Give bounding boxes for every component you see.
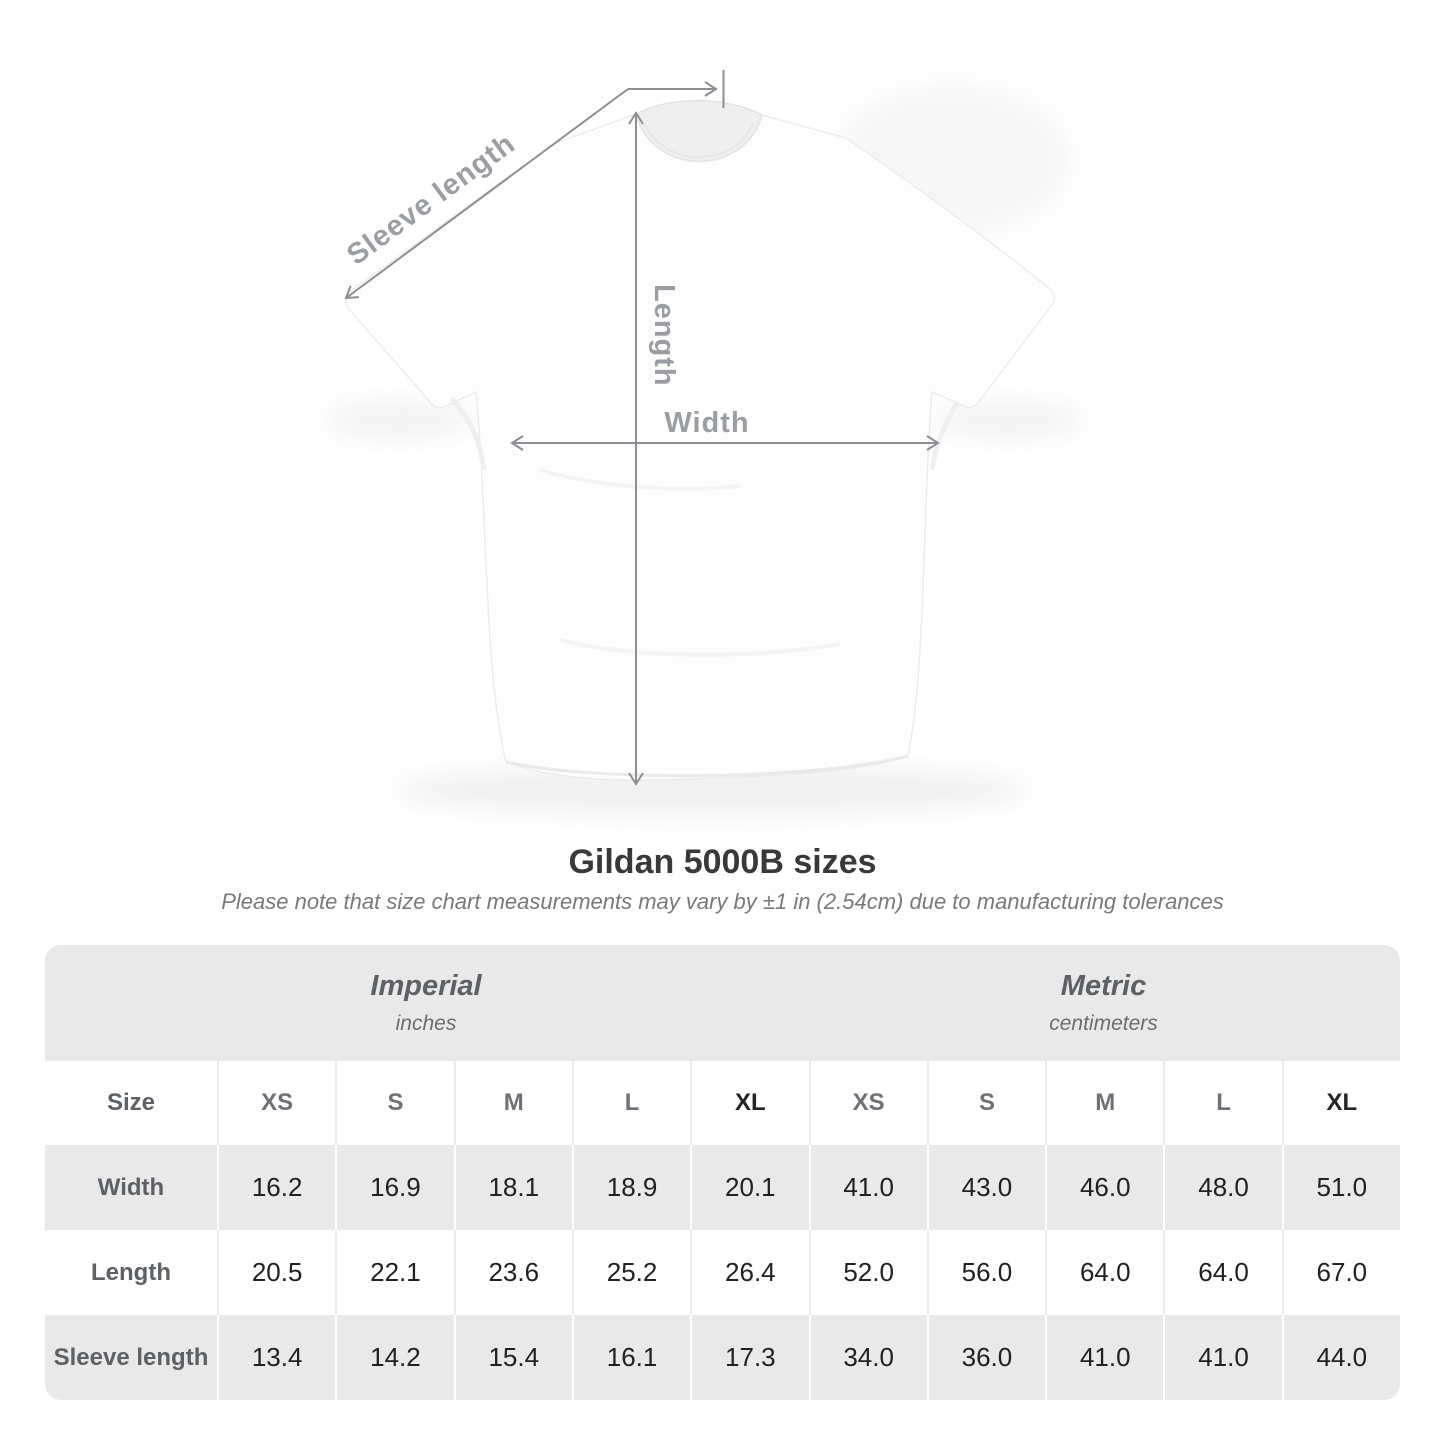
size-header-cell: M [453,1061,572,1145]
size-header-cell: XS [808,1061,927,1145]
tolerance-note: Please note that size chart measurements… [221,889,1224,914]
value-cell: 56.0 [926,1230,1045,1315]
unit-header-row: Imperial inches Metric centimeters [45,945,1400,1061]
size-header-row: Size XS S M L XL XS S M L XL [45,1061,1400,1145]
width-label: Width [664,407,749,439]
value-cell: 16.2 [217,1145,335,1230]
value-cell: 41.0 [1163,1315,1281,1400]
size-table: Imperial inches Metric centimeters Size … [45,945,1400,1400]
tshirt-measurement-diagram: Sleeve length Length Width [320,70,1086,816]
value-cell: 34.0 [808,1315,927,1400]
value-cell: 25.2 [571,1230,690,1315]
value-cell: 52.0 [808,1230,927,1315]
row-label: Length [91,1258,171,1286]
value-cell: 13.4 [217,1315,335,1400]
size-header-cell: L [571,1061,690,1145]
collar-seam [644,123,754,158]
value-cell: 43.0 [926,1145,1045,1230]
tshirt-collar [635,99,763,162]
imperial-header-label: Imperial [370,970,482,1002]
metric-unit-label: centimeters [1049,1012,1158,1035]
width-row: Width 16.2 16.9 18.1 18.9 20.1 41.0 43.0… [45,1145,1400,1230]
size-header-cell: XL [1281,1061,1400,1145]
value-cell: 22.1 [335,1230,453,1315]
value-cell: 36.0 [926,1315,1045,1400]
value-cell: 67.0 [1281,1230,1400,1315]
value-cell: 48.0 [1163,1145,1281,1230]
value-cell: 15.4 [453,1315,572,1400]
value-cell: 64.0 [1163,1230,1281,1315]
value-cell: 17.3 [690,1315,808,1400]
length-label: Length [648,284,680,387]
value-cell: 41.0 [1045,1315,1163,1400]
size-column-header: Size [106,1089,156,1116]
metric-header-label: Metric [1060,970,1147,1002]
value-cell: 20.5 [217,1230,335,1315]
value-cell: 44.0 [1281,1315,1400,1400]
value-cell: 26.4 [690,1230,808,1315]
page-title: Gildan 5000B sizes [568,843,877,881]
metric-header: Metric centimeters [807,945,1400,1061]
value-cell: 64.0 [1045,1230,1163,1315]
size-header-cell: XS [217,1061,335,1145]
value-cell: 16.1 [571,1315,690,1400]
size-header-cell: XL [690,1061,808,1145]
value-cell: 20.1 [690,1145,808,1230]
value-cell: 16.9 [335,1145,453,1230]
size-header-cell: S [926,1061,1045,1145]
value-cell: 18.1 [453,1145,572,1230]
row-label: Sleeve length [53,1343,209,1371]
sleeve-length-row: Sleeve length 13.4 14.2 15.4 16.1 17.3 3… [45,1315,1400,1400]
size-header-cell: L [1163,1061,1281,1145]
value-cell: 23.6 [453,1230,572,1315]
size-header-cell: S [335,1061,453,1145]
value-cell: 14.2 [335,1315,453,1400]
row-label: Width [97,1173,165,1201]
imperial-unit-label: inches [395,1012,457,1035]
length-row: Length 20.5 22.1 23.6 25.2 26.4 52.0 56.… [45,1230,1400,1315]
value-cell: 51.0 [1281,1145,1400,1230]
value-cell: 46.0 [1045,1145,1163,1230]
sleeve-length-arrow [344,70,725,300]
imperial-header: Imperial inches [45,945,807,1061]
value-cell: 41.0 [808,1145,927,1230]
size-header-cell: M [1045,1061,1163,1145]
value-cell: 18.9 [571,1145,690,1230]
